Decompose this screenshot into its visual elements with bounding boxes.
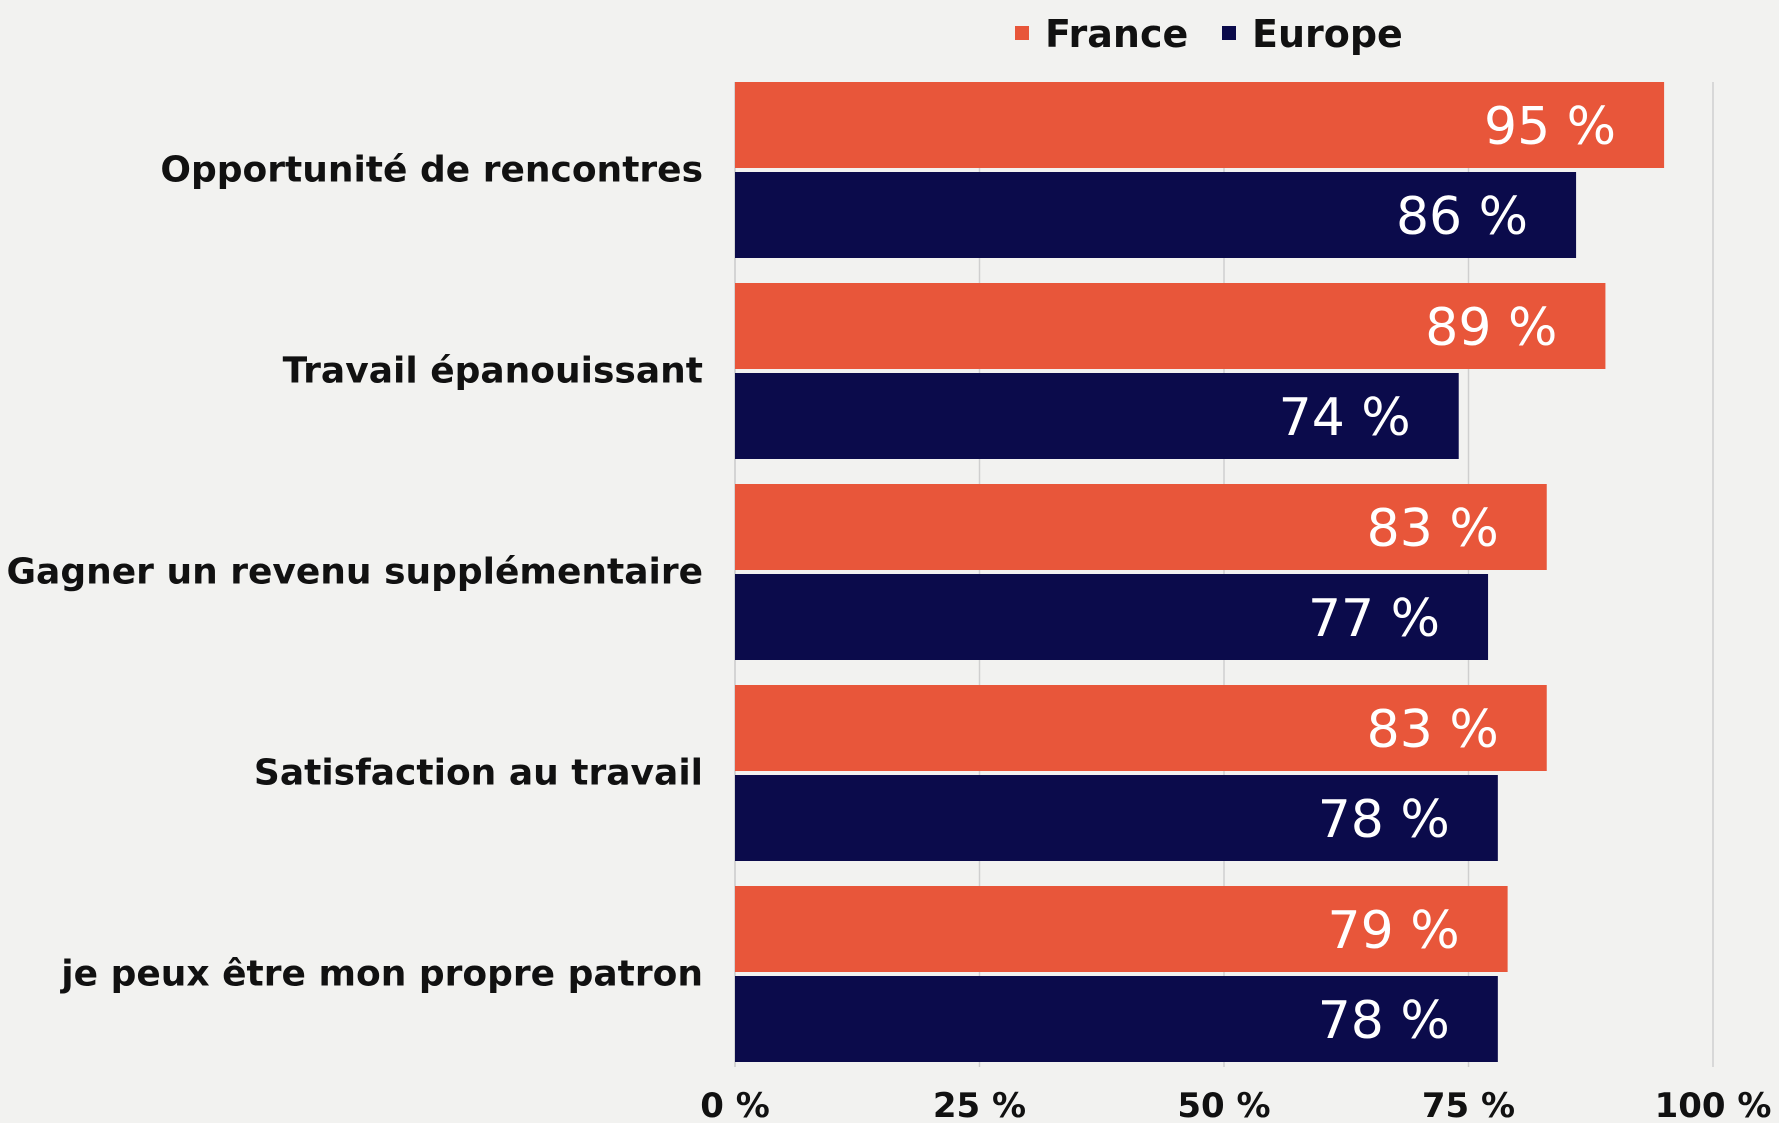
legend-label: Europe bbox=[1252, 12, 1403, 56]
legend-label: France bbox=[1045, 12, 1188, 56]
category-label: Gagner un revenu supplémentaire bbox=[7, 552, 704, 593]
bar bbox=[735, 775, 1498, 861]
value-label: 83 % bbox=[1367, 700, 1499, 760]
x-tick-label: 100 % bbox=[1655, 1086, 1772, 1123]
value-label: 78 % bbox=[1318, 991, 1450, 1051]
value-label: 79 % bbox=[1328, 901, 1460, 961]
x-tick-label: 0 % bbox=[700, 1086, 770, 1123]
value-label: 95 % bbox=[1484, 97, 1616, 157]
bar bbox=[735, 82, 1665, 168]
bar bbox=[735, 283, 1606, 369]
bar bbox=[735, 976, 1498, 1062]
bar bbox=[735, 685, 1547, 771]
category-label: Opportunité de rencontres bbox=[160, 150, 703, 191]
bar bbox=[735, 172, 1577, 258]
category-label: Travail épanouissant bbox=[283, 351, 703, 392]
bar bbox=[735, 886, 1508, 972]
bar bbox=[735, 484, 1547, 570]
value-label: 74 % bbox=[1279, 388, 1411, 448]
value-label: 83 % bbox=[1367, 499, 1499, 559]
x-tick-label: 25 % bbox=[933, 1086, 1026, 1123]
x-tick-label: 50 % bbox=[1177, 1086, 1270, 1123]
legend-swatch bbox=[1222, 26, 1236, 40]
legend-swatch bbox=[1015, 26, 1029, 40]
value-label: 78 % bbox=[1318, 790, 1450, 850]
category-label: Satisfaction au travail bbox=[254, 753, 703, 794]
value-label: 77 % bbox=[1308, 589, 1440, 649]
value-label: 89 % bbox=[1425, 298, 1557, 358]
bar bbox=[735, 373, 1459, 459]
x-tick-label: 75 % bbox=[1422, 1086, 1515, 1123]
category-label: je peux être mon propre patron bbox=[59, 954, 703, 995]
bar bbox=[735, 574, 1489, 660]
value-label: 86 % bbox=[1396, 187, 1528, 247]
